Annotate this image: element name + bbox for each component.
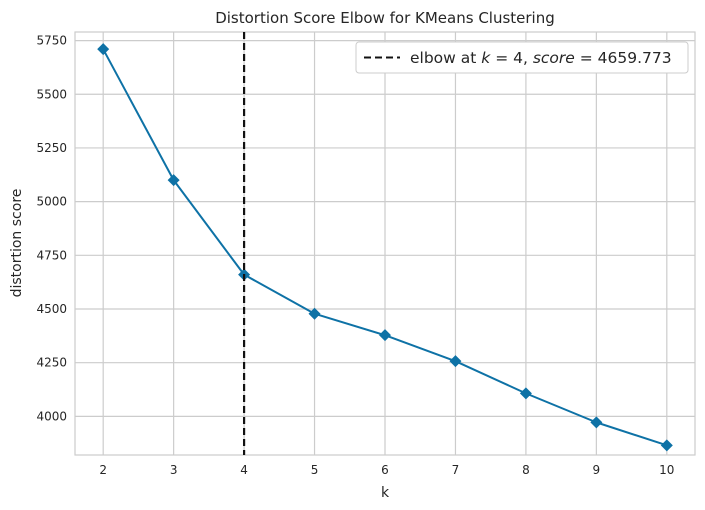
x-tick-label: 6 bbox=[381, 463, 389, 477]
x-tick-label: 8 bbox=[522, 463, 530, 477]
x-tick-label: 5 bbox=[311, 463, 319, 477]
chart-title: Distortion Score Elbow for KMeans Cluste… bbox=[215, 9, 555, 27]
x-tick-label: 9 bbox=[593, 463, 601, 477]
x-tick-label: 2 bbox=[99, 463, 107, 477]
x-tick-label: 7 bbox=[452, 463, 460, 477]
plot-frame bbox=[74, 31, 696, 456]
legend: elbow at k = 4, score = 4659.773 bbox=[355, 41, 689, 74]
y-axis-label: distortion score bbox=[9, 189, 25, 298]
y-tick-label: 4000 bbox=[36, 409, 67, 423]
legend-box bbox=[355, 41, 689, 74]
y-tick-label: 4750 bbox=[36, 248, 67, 262]
data-point-marker bbox=[660, 439, 673, 452]
y-tick-label: 4250 bbox=[36, 356, 67, 370]
data-point-marker bbox=[590, 416, 603, 429]
x-tick-label: 3 bbox=[170, 463, 178, 477]
legend-eq2: = 4659.773 bbox=[575, 49, 672, 67]
data-point-marker bbox=[97, 43, 110, 56]
data-point-marker bbox=[167, 174, 180, 187]
data-point-marker bbox=[449, 355, 462, 368]
data-point-marker bbox=[379, 329, 391, 342]
y-tick-label: 5500 bbox=[36, 87, 67, 101]
x-tick-label: 4 bbox=[240, 463, 248, 477]
data-point-marker bbox=[308, 307, 321, 320]
legend-elbow-label: elbow at k = 4, score = 4659.773 bbox=[410, 49, 672, 67]
legend-eq1: = 4, bbox=[490, 49, 533, 67]
y-tick-label: 4500 bbox=[36, 302, 67, 316]
x-tick-label: 10 bbox=[659, 463, 674, 477]
x-axis-label: k bbox=[381, 485, 390, 501]
y-tick-label: 5750 bbox=[36, 34, 67, 48]
x-tick-labels: 2 3 4 5 6 7 8 9 10 bbox=[99, 463, 674, 477]
legend-score: score bbox=[533, 49, 575, 67]
data-point-marker bbox=[519, 387, 532, 400]
legend-prefix: elbow at bbox=[410, 49, 481, 67]
y-tick-label: 5000 bbox=[36, 195, 67, 209]
y-tick-label: 5250 bbox=[36, 141, 67, 155]
legend-k: k bbox=[481, 49, 491, 67]
y-tick-labels: 4000 4250 4500 4750 5000 5250 5500 5750 bbox=[36, 34, 67, 424]
series-layer bbox=[97, 43, 673, 452]
